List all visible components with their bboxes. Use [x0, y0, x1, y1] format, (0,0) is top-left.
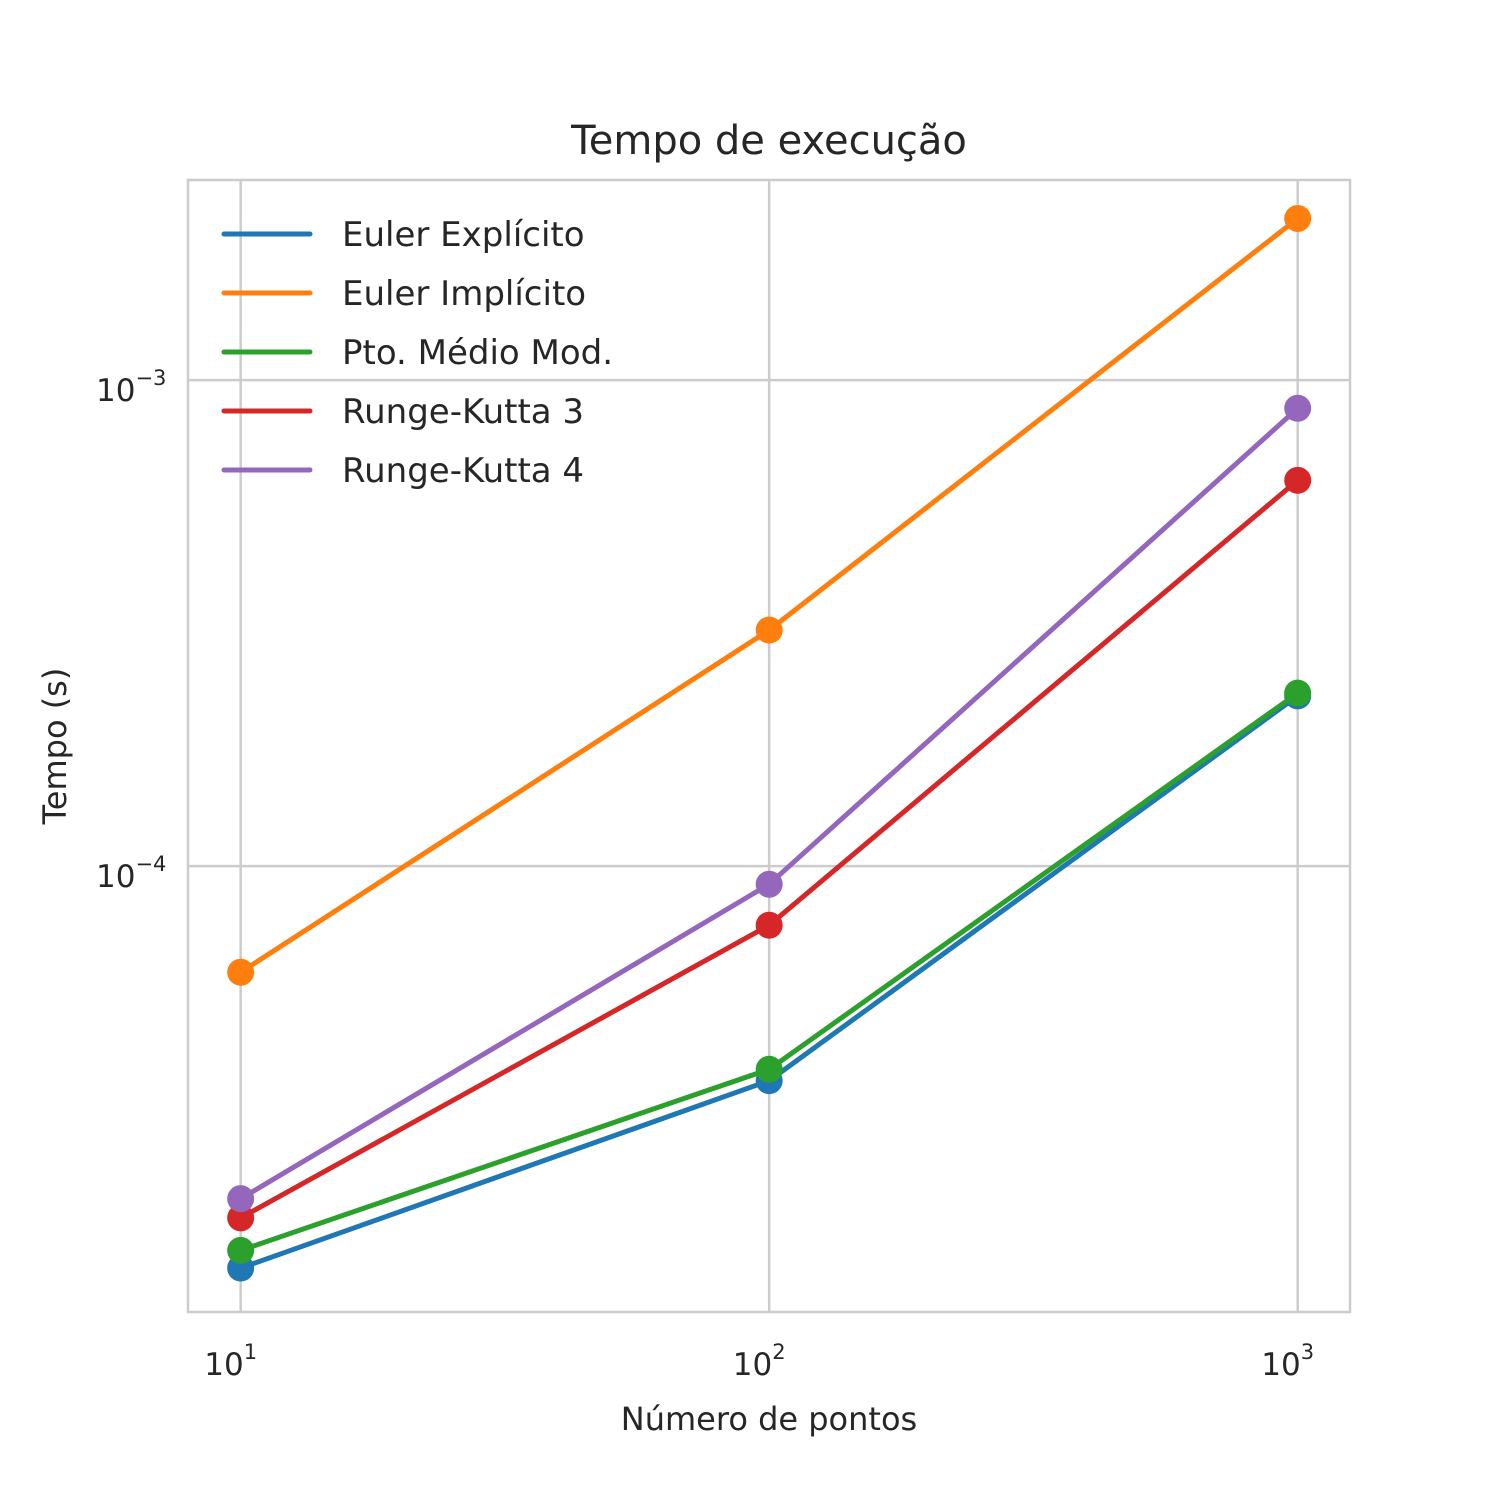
series-3	[227, 466, 1312, 1232]
plot-frame	[186, 178, 1352, 1314]
legend-item-4: Runge-Kutta 4	[221, 451, 584, 491]
legend-item-2: Pto. Médio Mod.	[221, 333, 613, 373]
data-point-2-2	[1284, 679, 1312, 707]
data-point-2-0	[227, 1236, 255, 1264]
legend-label-3: Runge-Kutta 3	[342, 392, 584, 432]
x-tick-label-0: 101	[204, 1340, 257, 1383]
data-point-4-2	[1284, 394, 1312, 422]
series-2	[227, 679, 1312, 1264]
data-point-1-1	[755, 616, 783, 644]
data-point-2-1	[755, 1055, 783, 1083]
x-tick-label-2: 103	[1261, 1340, 1314, 1383]
data-point-1-0	[227, 958, 255, 986]
data-point-3-1	[755, 911, 783, 939]
data-point-3-0	[227, 1204, 255, 1232]
legend-label-1: Euler Implícito	[342, 274, 586, 314]
chart-title: Tempo de execução	[570, 118, 967, 164]
legend-item-3: Runge-Kutta 3	[221, 392, 584, 432]
y-axis-label: Tempo (s)	[36, 668, 74, 826]
legend-item-0: Euler Explícito	[221, 215, 585, 255]
x-axis-label: Número de pontos	[621, 1400, 917, 1438]
y-tick-label-1: 10−4	[96, 852, 166, 895]
y-tick-labels: 10−3 10−4	[96, 366, 166, 895]
legend-label-4: Runge-Kutta 4	[342, 451, 584, 491]
grid	[188, 180, 1350, 1312]
data-point-4-0	[227, 1185, 255, 1213]
x-tick-labels: 101 102 103	[204, 1340, 1314, 1383]
data-point-3-2	[1284, 466, 1312, 494]
data-point-1-2	[1284, 204, 1312, 232]
data-point-4-1	[755, 870, 783, 898]
legend-item-1: Euler Implícito	[221, 274, 586, 314]
series-group	[227, 204, 1312, 1282]
legend-label-2: Pto. Médio Mod.	[342, 333, 613, 373]
x-tick-label-1: 102	[733, 1340, 786, 1383]
series-4	[227, 394, 1312, 1213]
legend-label-0: Euler Explícito	[342, 215, 585, 255]
series-1	[227, 204, 1312, 986]
y-tick-label-0: 10−3	[96, 366, 166, 409]
legend: Euler Explícito Euler Implícito Pto. Médio…	[221, 215, 613, 491]
